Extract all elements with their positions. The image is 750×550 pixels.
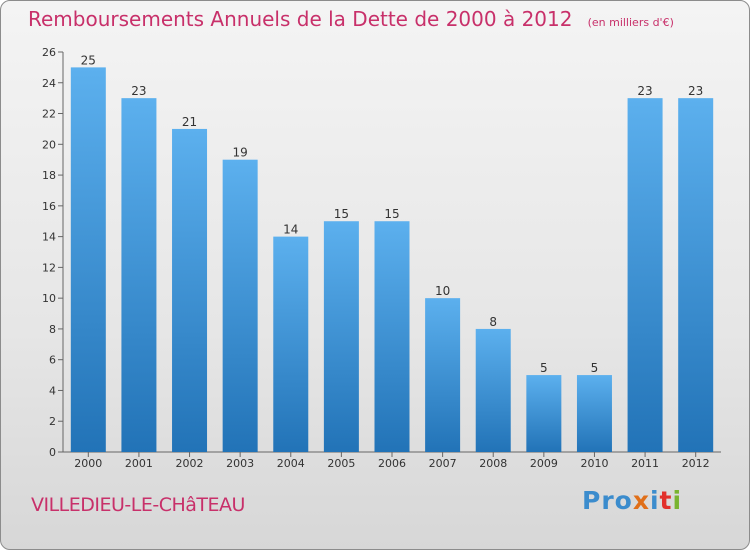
y-tick-label: 10 — [42, 292, 56, 305]
x-tick-label: 2000 — [74, 457, 102, 470]
chart-unit: (en milliers d'€) — [587, 16, 674, 29]
bar — [526, 375, 562, 452]
x-tick-label: 2005 — [327, 457, 355, 470]
y-tick-label: 24 — [42, 77, 56, 90]
y-tick-label: 6 — [49, 354, 56, 367]
y-tick-label: 0 — [49, 446, 56, 459]
x-tick-label: 2012 — [682, 457, 710, 470]
bar — [576, 375, 612, 452]
bar-value-label: 23 — [688, 84, 703, 98]
bar-value-label: 8 — [489, 315, 497, 329]
x-tick-label: 2003 — [226, 457, 254, 470]
x-tick-label: 2002 — [176, 457, 204, 470]
y-tick-label: 2 — [49, 415, 56, 428]
bar — [323, 221, 359, 452]
bar — [425, 298, 461, 452]
bar-value-label: 23 — [637, 84, 652, 98]
commune-name: VILLEDIEU-LE-CHâTEAU — [31, 494, 245, 516]
bar-value-label: 15 — [334, 207, 349, 221]
y-tick-label: 16 — [42, 200, 56, 213]
chart-title-row: Remboursements Annuels de la Dette de 20… — [28, 7, 674, 31]
y-tick-label: 12 — [42, 261, 56, 274]
bar — [374, 221, 410, 452]
logo-part: i — [649, 486, 660, 515]
logo-part: Pro — [582, 486, 633, 515]
bar-value-label: 5 — [591, 361, 599, 375]
logo-part: i — [672, 486, 683, 515]
bar-value-label: 10 — [435, 284, 450, 298]
bar — [273, 236, 309, 452]
bar — [627, 98, 663, 453]
y-tick-label: 14 — [42, 231, 56, 244]
x-tick-label: 2010 — [580, 457, 608, 470]
y-tick-label: 20 — [42, 138, 56, 151]
bar-value-label: 19 — [233, 146, 248, 160]
x-tick-label: 2011 — [631, 457, 659, 470]
bar-value-label: 21 — [182, 115, 197, 129]
logo-part: x — [632, 486, 650, 515]
bar — [172, 128, 208, 452]
bar-value-label: 23 — [131, 84, 146, 98]
bar-value-label: 25 — [81, 53, 96, 67]
y-tick-label: 4 — [49, 384, 56, 397]
x-tick-label: 2008 — [479, 457, 507, 470]
x-tick-label: 2001 — [125, 457, 153, 470]
chart-title: Remboursements Annuels de la Dette de 20… — [28, 7, 573, 31]
x-tick-label: 2006 — [378, 457, 406, 470]
y-tick-label: 8 — [49, 323, 56, 336]
bar — [678, 98, 714, 453]
logo-part: t — [659, 486, 673, 515]
bar — [222, 159, 258, 452]
x-tick-label: 2009 — [530, 457, 558, 470]
bar — [70, 67, 106, 452]
y-tick-label: 26 — [42, 46, 56, 59]
bar — [475, 328, 511, 452]
y-tick-label: 22 — [42, 108, 56, 121]
bar-value-label: 14 — [283, 223, 298, 237]
proxiti-logo: Proxiti — [582, 486, 682, 515]
bar-value-label: 5 — [540, 361, 548, 375]
x-tick-label: 2007 — [429, 457, 457, 470]
x-tick-label: 2004 — [277, 457, 305, 470]
y-tick-label: 18 — [42, 169, 56, 182]
bar-value-label: 15 — [384, 207, 399, 221]
bar — [121, 98, 157, 453]
